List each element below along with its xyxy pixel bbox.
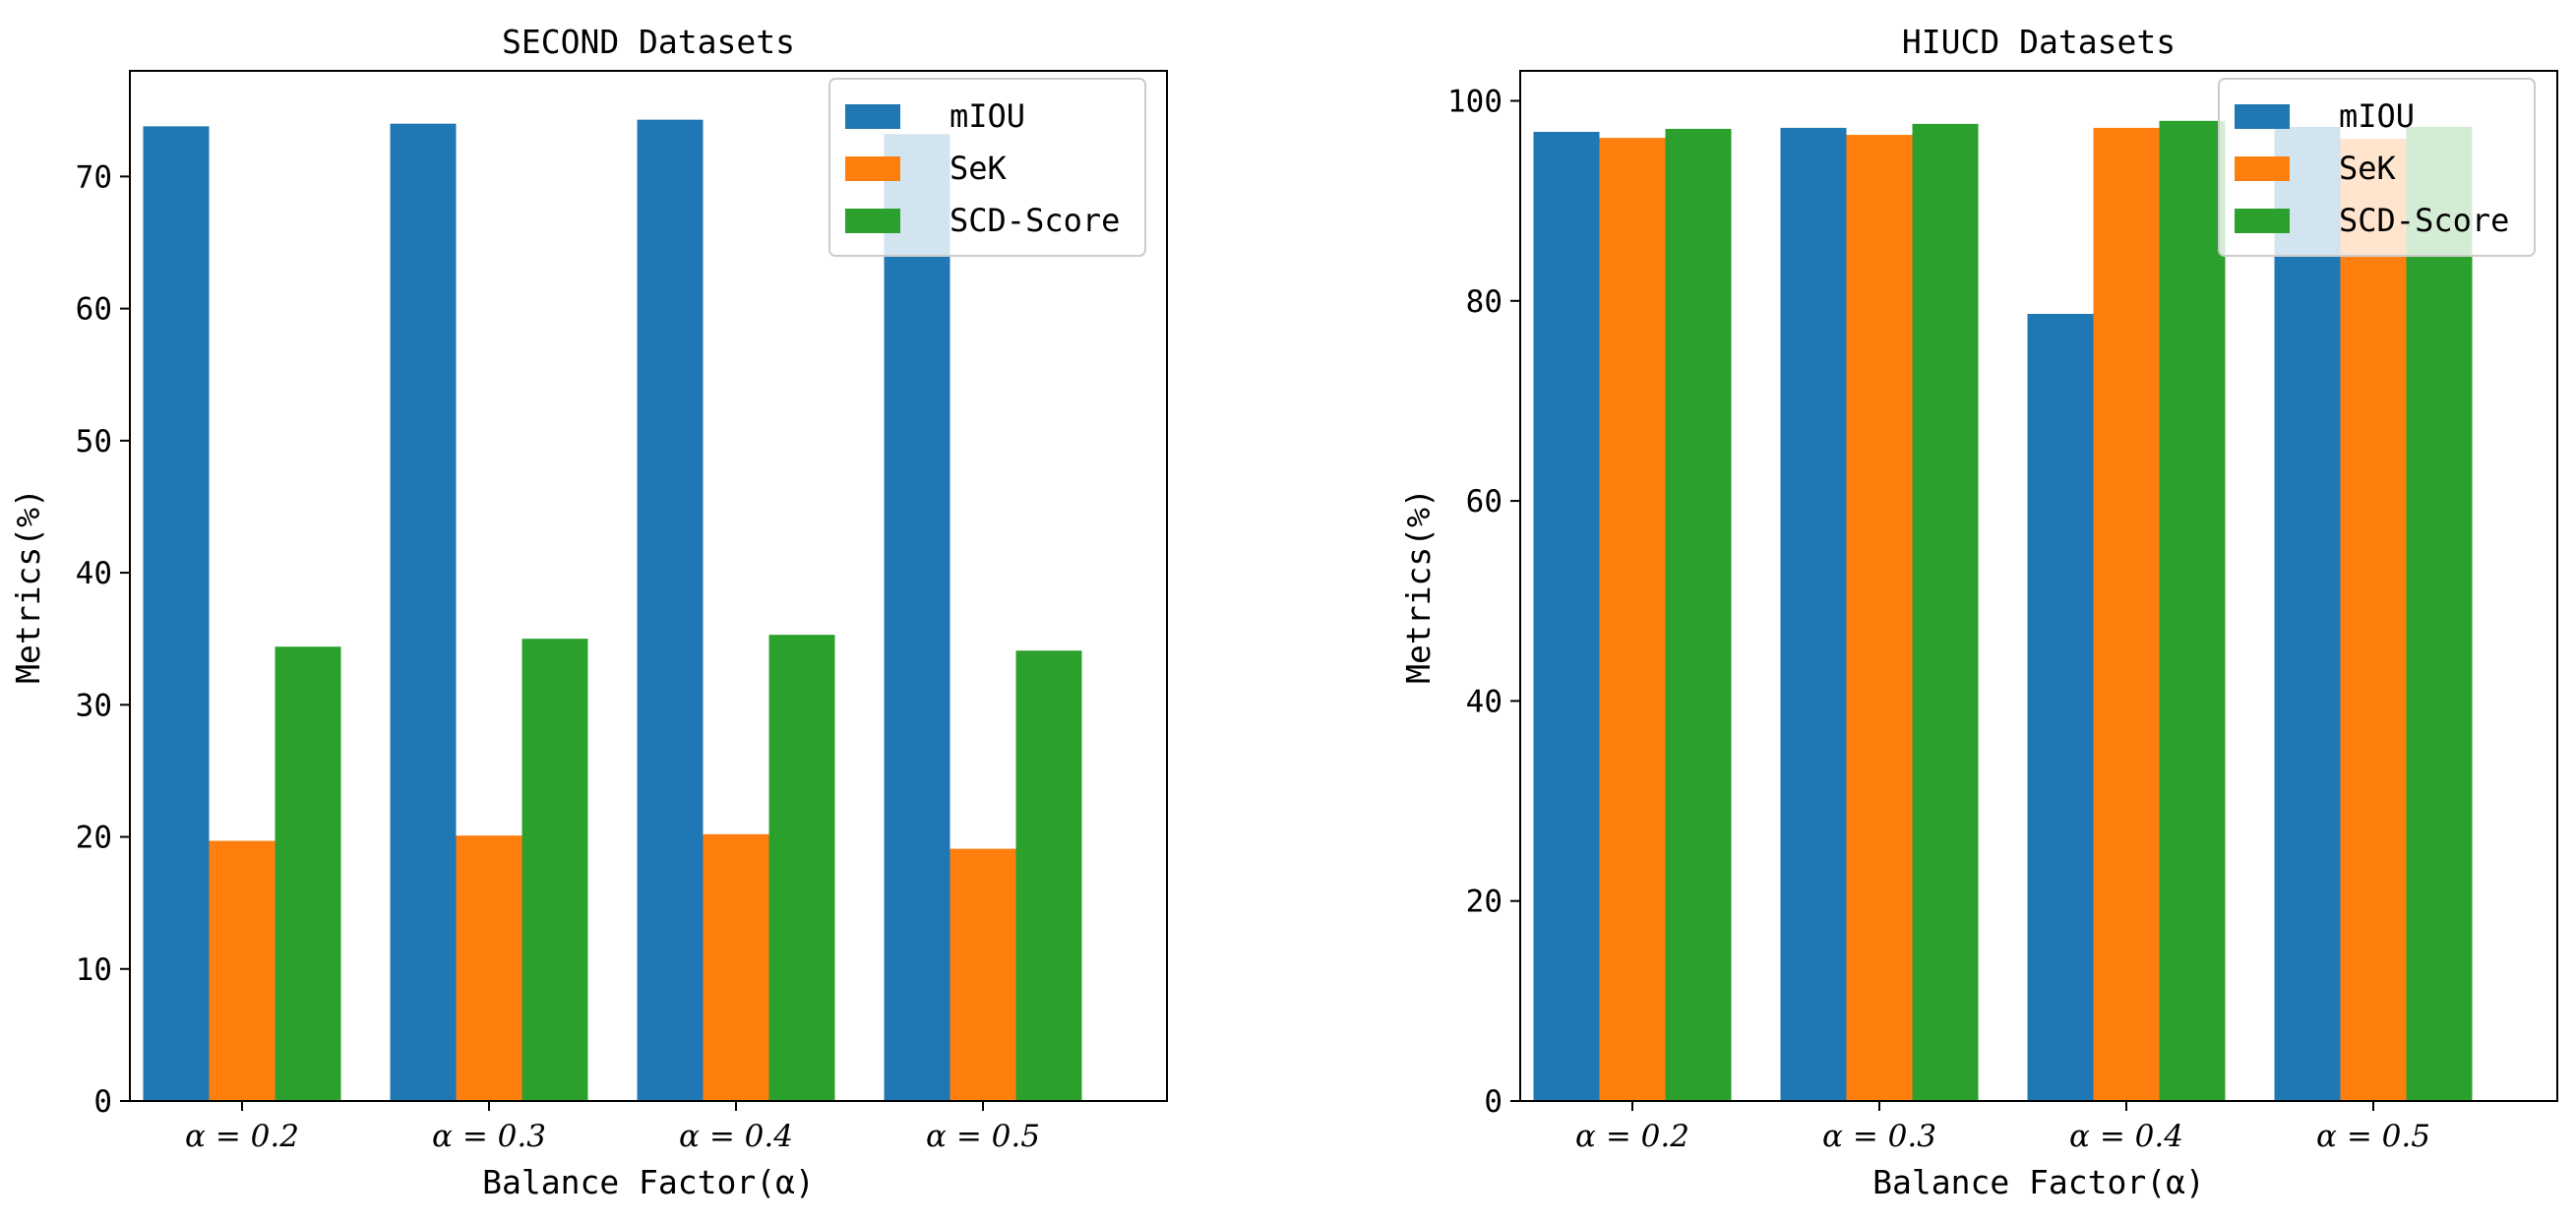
bar-sek-2 xyxy=(1846,135,1913,1102)
y-tick-label: 40 xyxy=(1466,684,1503,719)
axes-frame xyxy=(1519,70,2558,1102)
chart-panel-2: HIUCD Datasets α = 0.2 α = 0.3 α = 0.4 α = 0… xyxy=(1399,23,2558,1201)
legend: mIOU SeK SCD-Score xyxy=(2218,78,2536,257)
y-tick-label: 10 xyxy=(76,952,112,988)
legend-swatch xyxy=(845,104,900,129)
y-tick-label: 80 xyxy=(1466,284,1503,320)
y-tick-label: 20 xyxy=(1466,885,1503,920)
chart-title: HIUCD Datasets xyxy=(1902,23,2176,61)
bar-miou-4 xyxy=(2274,126,2341,1102)
bar-scd-score-3 xyxy=(2159,120,2226,1101)
legend-label: SCD-Score xyxy=(950,202,1120,239)
x-tick-label: α = 0.4 xyxy=(2069,1119,2183,1154)
axes-frame xyxy=(129,70,1168,1102)
y-tick-label: 50 xyxy=(76,424,112,459)
y-tick-label: 60 xyxy=(76,292,112,328)
legend-label: SeK xyxy=(950,150,1008,187)
bar-sek-1 xyxy=(1599,138,1666,1101)
y-tick-label: 60 xyxy=(1466,484,1503,520)
x-axis-title: Balance Factor(α) xyxy=(1872,1163,2205,1201)
bar-sek-3 xyxy=(2093,127,2160,1101)
y-axis-title: Metrics(%) xyxy=(1399,488,1438,684)
bar-miou-1 xyxy=(143,126,210,1101)
bar-sek-4 xyxy=(2340,139,2407,1102)
legend-swatch xyxy=(845,209,900,233)
chart-panel-1: SECOND Datasets α = 0.2 α = 0.3 α = 0.4 α = … xyxy=(9,23,1168,1201)
legend-swatch xyxy=(845,156,900,181)
y-tick-label: 0 xyxy=(93,1084,112,1120)
y-tick-label: 40 xyxy=(76,556,112,591)
bar-sek-4 xyxy=(950,848,1016,1101)
legend-box xyxy=(828,78,1146,257)
x-tick-label: α = 0.4 xyxy=(679,1119,793,1154)
bar-sek-3 xyxy=(703,833,769,1101)
legend: mIOU SeK SCD-Score xyxy=(828,78,1146,257)
bar-miou-1 xyxy=(1533,132,1600,1102)
x-tick-label: α = 0.2 xyxy=(185,1119,299,1154)
legend-swatch xyxy=(2235,209,2290,233)
bar-scd-score-1 xyxy=(275,646,341,1101)
y-tick-label: 100 xyxy=(1447,84,1503,119)
bar-scd-score-2 xyxy=(521,639,588,1101)
legend-label: mIOU xyxy=(2339,97,2415,135)
y-axis-title: Metrics(%) xyxy=(9,488,47,684)
legend-box xyxy=(2218,78,2536,257)
x-tick-label: α = 0.3 xyxy=(1822,1119,1936,1154)
bar-sek-2 xyxy=(456,835,522,1101)
x-axis-title: Balance Factor(α) xyxy=(482,1163,815,1201)
y-tick-label: 30 xyxy=(76,688,112,723)
legend-label: SeK xyxy=(2339,150,2397,187)
bar-scd-score-1 xyxy=(1665,128,1732,1101)
legend-label: SCD-Score xyxy=(2339,202,2509,239)
bar-sek-1 xyxy=(209,840,276,1101)
bar-miou-3 xyxy=(637,119,704,1101)
bar-miou-4 xyxy=(884,134,951,1101)
legend-swatch xyxy=(2235,104,2290,129)
y-tick-label: 0 xyxy=(1484,1084,1503,1120)
y-tick-label: 70 xyxy=(76,159,112,195)
chart-title: SECOND Datasets xyxy=(502,23,795,61)
x-tick-label: α = 0.3 xyxy=(432,1119,546,1154)
y-tick-label: 20 xyxy=(76,821,112,856)
x-tick-label: α = 0.5 xyxy=(926,1119,1040,1154)
bar-scd-score-4 xyxy=(2406,126,2473,1102)
bar-scd-score-3 xyxy=(768,635,835,1101)
bar-miou-2 xyxy=(390,123,457,1101)
legend-swatch xyxy=(2235,156,2290,181)
bar-scd-score-4 xyxy=(1015,650,1082,1101)
bar-miou-2 xyxy=(1780,127,1847,1101)
legend-label: mIOU xyxy=(950,97,1025,135)
bar-scd-score-2 xyxy=(1912,123,1979,1101)
x-tick-label: α = 0.5 xyxy=(2316,1119,2430,1154)
bar-miou-3 xyxy=(2027,314,2094,1101)
x-tick-label: α = 0.2 xyxy=(1575,1119,1689,1154)
